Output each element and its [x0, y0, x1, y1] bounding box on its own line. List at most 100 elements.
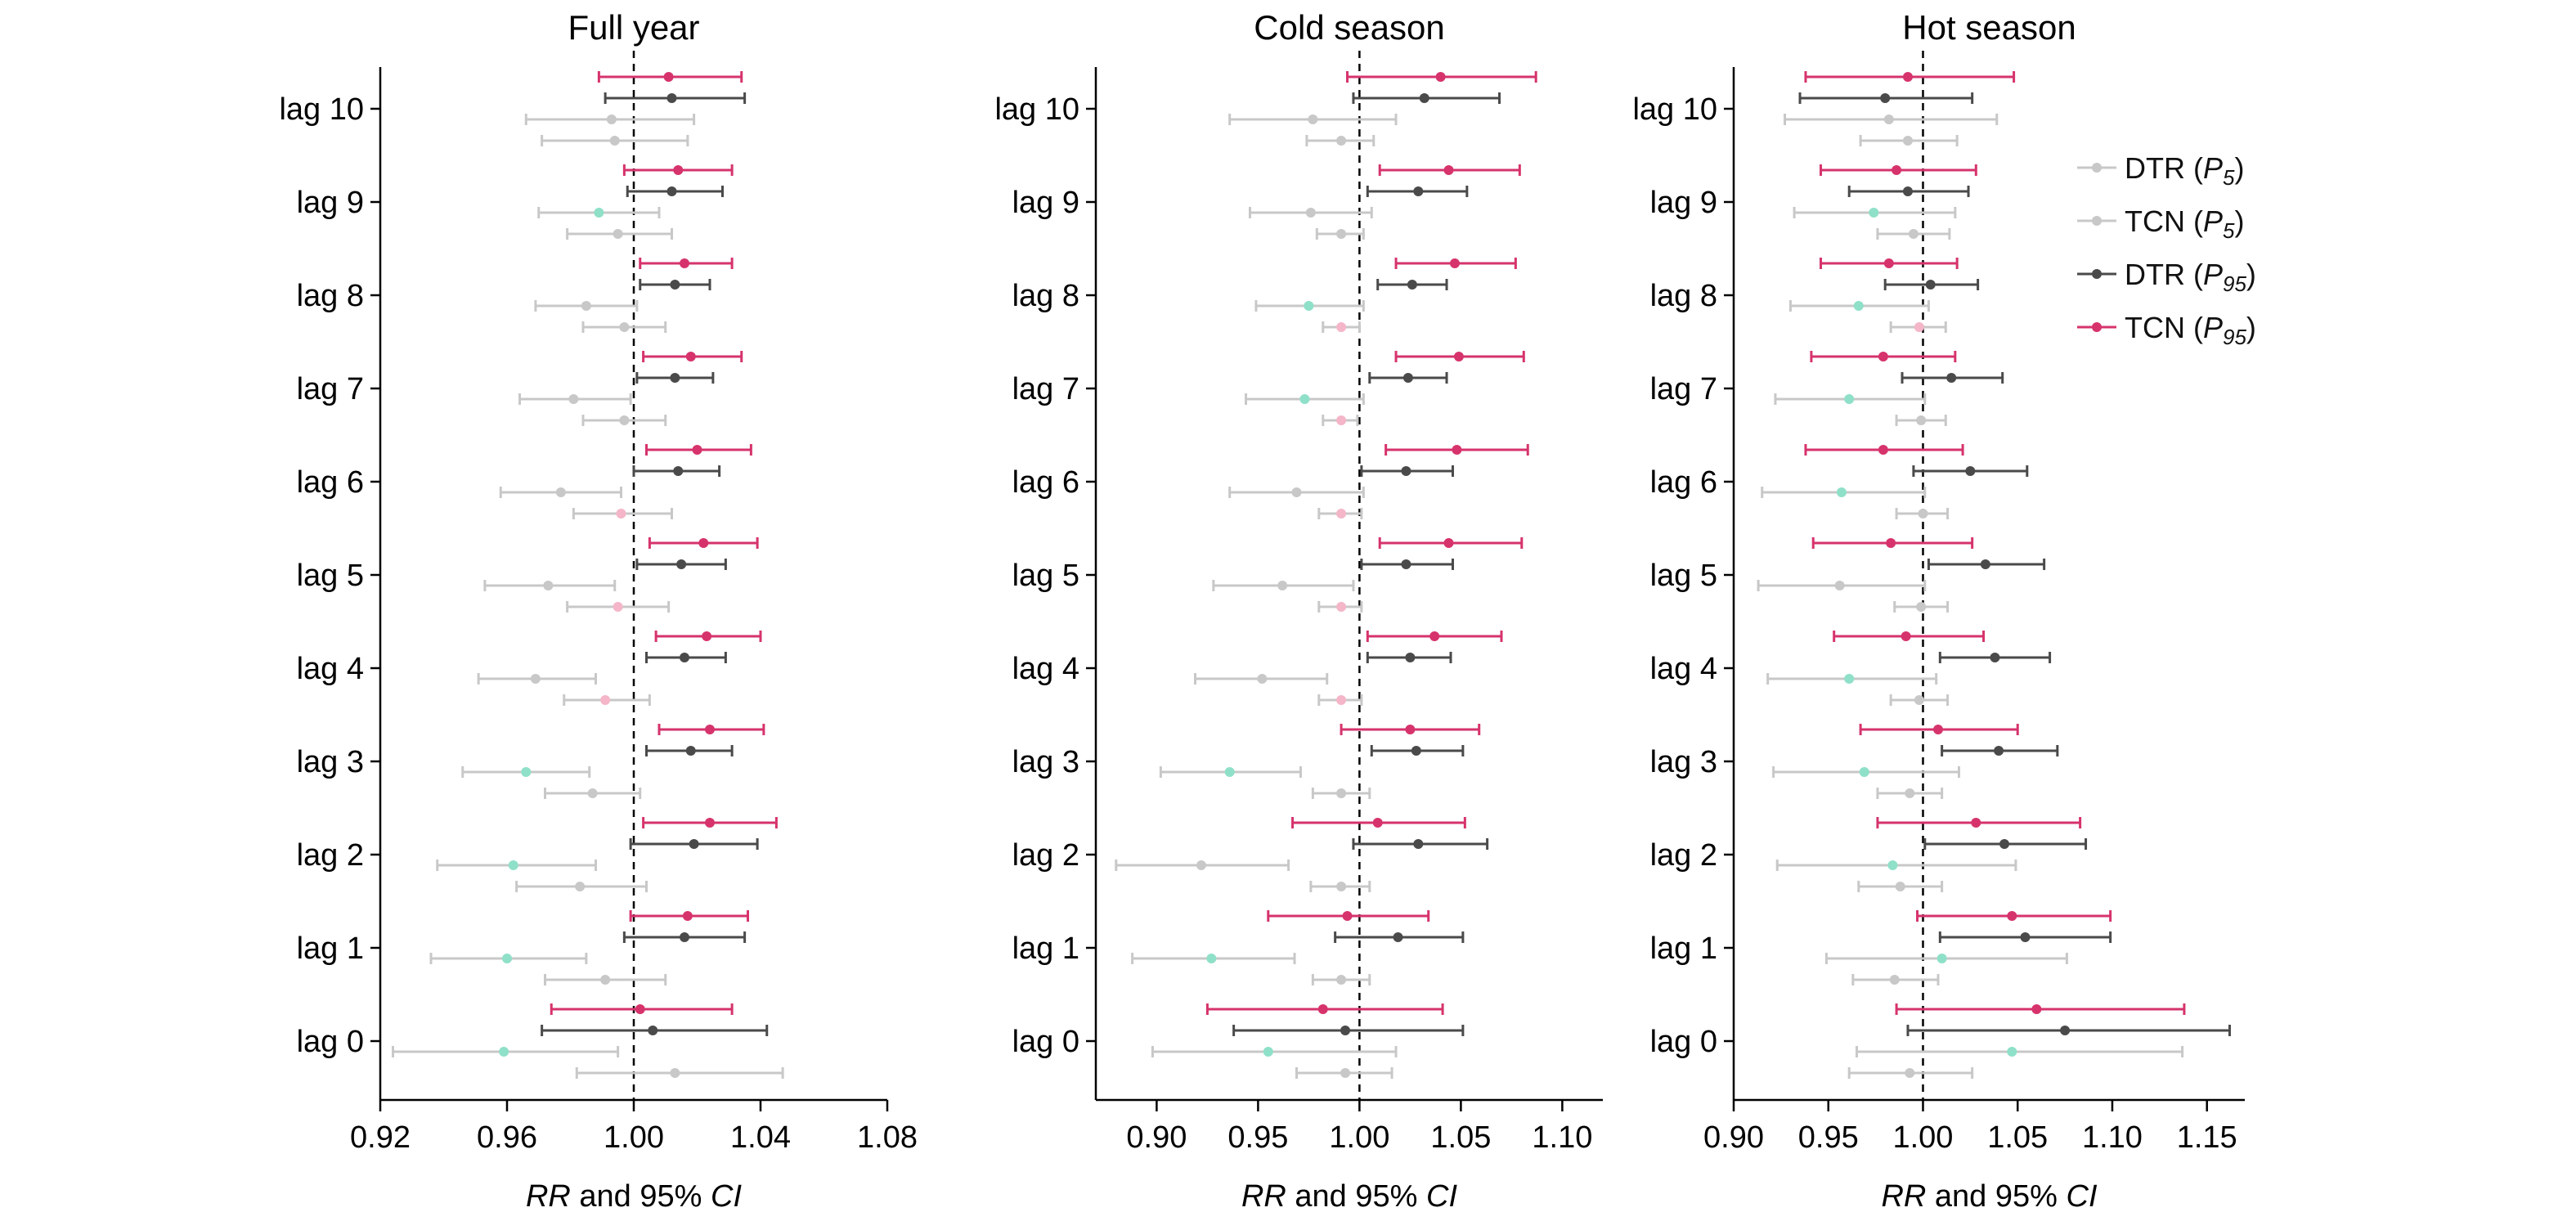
- lag-label: lag 8: [1650, 279, 1717, 313]
- point-estimate: [1449, 258, 1460, 268]
- ci-tcn-p5-lag-9: [1876, 228, 1951, 240]
- point-estimate: [1336, 788, 1347, 798]
- ci-dtr-p5-lag-2: [436, 860, 597, 871]
- point-estimate: [1413, 186, 1424, 196]
- point-estimate: [1883, 258, 1894, 268]
- ci-tcn-p5-lag-7: [1322, 415, 1359, 426]
- point-estimate: [1336, 602, 1347, 612]
- lag-label: lag 6: [297, 465, 364, 500]
- ci-tcn-p95-lag-5: [1378, 537, 1524, 549]
- legend-label: TCN (P95): [2125, 311, 2256, 349]
- ci-dtr-p95-lag-0: [541, 1025, 769, 1036]
- ci-tcn-p5-lag-6: [572, 508, 673, 519]
- legend-item-dtr-p5: DTR (P5): [2077, 151, 2244, 190]
- point-estimate: [1372, 818, 1383, 828]
- ci-tcn-p5-lag-1: [1311, 974, 1371, 985]
- point-estimate: [1887, 860, 1898, 870]
- ci-dtr-p5-lag-9: [537, 207, 661, 218]
- ci-tcn-p5-lag-0: [575, 1067, 784, 1079]
- point-estimate: [635, 1004, 645, 1014]
- ci-dtr-p5-lag-5: [1212, 580, 1355, 591]
- ci-tcn-p5-lag-5: [566, 601, 671, 613]
- lag-label: lag 0: [1012, 1025, 1079, 1059]
- ci-dtr-p95-lag-0: [1232, 1025, 1465, 1036]
- point-estimate: [2020, 932, 2031, 942]
- point-estimate: [2007, 1047, 2017, 1057]
- point-estimate: [1452, 445, 1462, 455]
- ci-dtr-p5-lag-10: [1228, 114, 1398, 125]
- lag-label: lag 3: [1650, 745, 1717, 779]
- x-axis-label-part: RR: [1881, 1179, 1926, 1214]
- point-estimate: [1304, 301, 1314, 311]
- lag-label: lag 9: [297, 186, 364, 220]
- x-axis-label-part: and: [1286, 1179, 1347, 1214]
- legend-item-dtr-p95: DTR (P95): [2077, 258, 2256, 296]
- ci-tcn-p5-lag-5: [1893, 601, 1950, 613]
- ci-dtr-p5-lag-1: [429, 953, 588, 964]
- point-estimate: [499, 1047, 509, 1057]
- legend-swatch-dot: [2092, 216, 2102, 226]
- ci-dtr-p95-lag-2: [629, 838, 759, 850]
- point-estimate: [1936, 954, 1947, 963]
- ci-dtr-p95-lag-8: [1883, 279, 1980, 290]
- point-estimate: [663, 72, 674, 82]
- panel-title: Cold season: [1254, 8, 1444, 47]
- ci-tcn-p5-lag-4: [1889, 694, 1950, 706]
- legend-label-base: TCN (: [2125, 311, 2203, 344]
- point-estimate: [1892, 165, 1902, 175]
- point-estimate: [1902, 186, 1913, 196]
- point-estimate: [670, 280, 680, 290]
- ci-tcn-p95-lag-9: [622, 164, 734, 176]
- point-estimate: [1994, 746, 2004, 756]
- legend-item-tcn-p5: TCN (P5): [2077, 204, 2244, 243]
- panel-title: Full year: [568, 8, 699, 47]
- point-estimate: [1407, 280, 1417, 290]
- point-estimate: [2060, 1026, 2071, 1035]
- point-estimate: [587, 788, 598, 798]
- point-estimate: [1336, 229, 1347, 239]
- ci-dtr-p5-lag-2: [1775, 860, 2017, 871]
- ci-dtr-p95-lag-5: [635, 559, 727, 570]
- ci-tcn-p5-lag-2: [1309, 881, 1371, 892]
- x-tick-label: 1.15: [2177, 1120, 2237, 1155]
- ci-dtr-p5-lag-2: [1115, 860, 1290, 871]
- point-estimate: [685, 746, 696, 756]
- ci-tcn-p5-lag-10: [1305, 135, 1376, 146]
- x-axis-label: RR and 95% CI: [1241, 1179, 1457, 1214]
- ci-tcn-p95-lag-3: [1859, 724, 2019, 735]
- point-estimate: [1895, 882, 1905, 891]
- point-estimate: [1305, 208, 1316, 218]
- ci-dtr-p5-lag-1: [1131, 953, 1296, 964]
- lag-label: lag 10: [279, 92, 364, 127]
- point-estimate: [1878, 352, 1888, 361]
- x-tick-label: 1.00: [1892, 1120, 1953, 1155]
- lag-label: lag 5: [1012, 559, 1079, 593]
- lag-label: lag 9: [1650, 186, 1717, 220]
- ci-dtr-p95-lag-10: [1352, 92, 1501, 104]
- point-estimate: [1224, 767, 1235, 777]
- point-estimate: [1336, 322, 1347, 332]
- ci-tcn-p5-lag-8: [1889, 321, 1947, 333]
- legend-label-close: ): [2234, 204, 2244, 238]
- ci-dtr-p95-lag-1: [1334, 931, 1465, 943]
- lag-label: lag 7: [297, 372, 364, 406]
- legend-label-p: P: [2203, 311, 2223, 344]
- lag-label: lag 6: [1012, 465, 1079, 500]
- ci-tcn-p95-lag-5: [1811, 537, 1974, 549]
- ci-tcn-p5-lag-4: [1317, 694, 1363, 706]
- point-estimate: [1277, 581, 1288, 590]
- point-estimate: [670, 373, 680, 383]
- ci-dtr-p5-lag-4: [477, 673, 597, 685]
- point-estimate: [1413, 839, 1424, 849]
- ci-dtr-p5-lag-6: [499, 487, 622, 498]
- x-tick-label: 0.95: [1798, 1120, 1859, 1155]
- point-estimate: [1336, 975, 1347, 985]
- ci-dtr-p95-lag-1: [1938, 931, 2112, 943]
- point-estimate: [680, 932, 689, 942]
- point-estimate: [1971, 818, 1981, 828]
- lag-label: lag 8: [1012, 279, 1079, 313]
- ci-dtr-p5-lag-6: [1761, 487, 1927, 498]
- ci-dtr-p5-lag-3: [1159, 766, 1302, 778]
- ci-dtr-p5-lag-5: [483, 580, 617, 591]
- legend-label-sub: 5: [2223, 165, 2235, 190]
